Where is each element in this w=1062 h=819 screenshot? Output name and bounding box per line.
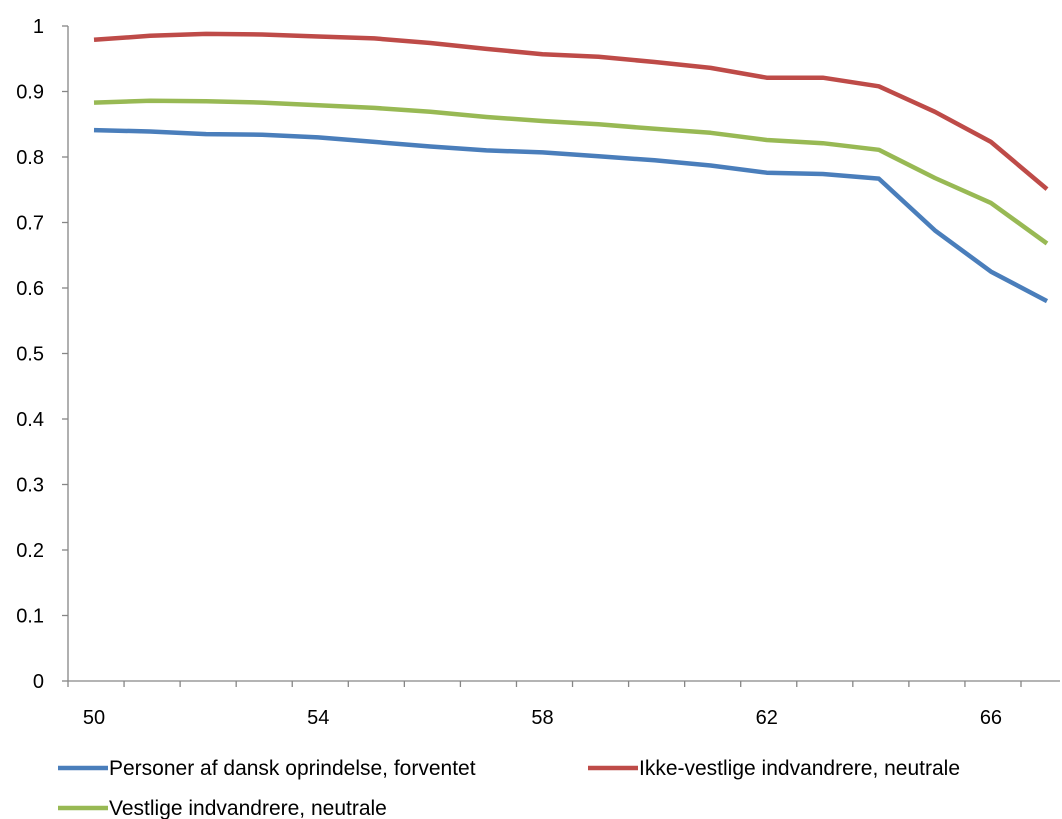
y-tick-label: 0 [33,671,44,693]
y-tick-label: 0.1 [16,606,44,628]
x-tick-label: 62 [756,707,778,729]
x-axis: 50 54 58 62 66 [67,680,1060,729]
series-line-1 [93,31,1049,191]
y-tick-label: 0.4 [16,409,44,431]
y-tick-label: 0.3 [16,475,44,497]
legend: Personer af dansk oprindelse, forventet I… [58,757,960,819]
x-tick-label: 54 [307,707,329,729]
x-tick-label: 66 [980,707,1002,729]
x-tick-label: 50 [83,707,105,729]
y-tick-label: 0.9 [16,82,44,104]
x-tick-label: 58 [531,707,553,729]
y-tick-label: 0.2 [16,540,44,562]
y-tick-label: 0.6 [16,278,44,300]
y-tick-label: 0.7 [16,213,44,235]
legend-item: Vestlige indvandrere, neutrale [58,797,387,819]
legend-label: Vestlige indvandrere, neutrale [109,797,387,819]
y-tick-label: 0.5 [16,344,44,366]
legend-label: Ikke-vestlige indvandrere, neutrale [639,757,960,780]
y-tick-label: 0.8 [16,147,44,169]
legend-label: Personer af dansk oprindelse, forventet [109,757,476,780]
series-line-0 [93,127,1049,304]
y-tick-label: 1 [33,16,44,38]
legend-item: Personer af dansk oprindelse, forventet [58,757,476,780]
series-lines [93,31,1049,304]
series-line-2 [93,98,1049,246]
y-axis: 0 0.1 0.2 0.3 0.4 0.5 0.6 0.7 0.8 0.9 1 [16,16,69,693]
legend-item: Ikke-vestlige indvandrere, neutrale [588,757,960,780]
